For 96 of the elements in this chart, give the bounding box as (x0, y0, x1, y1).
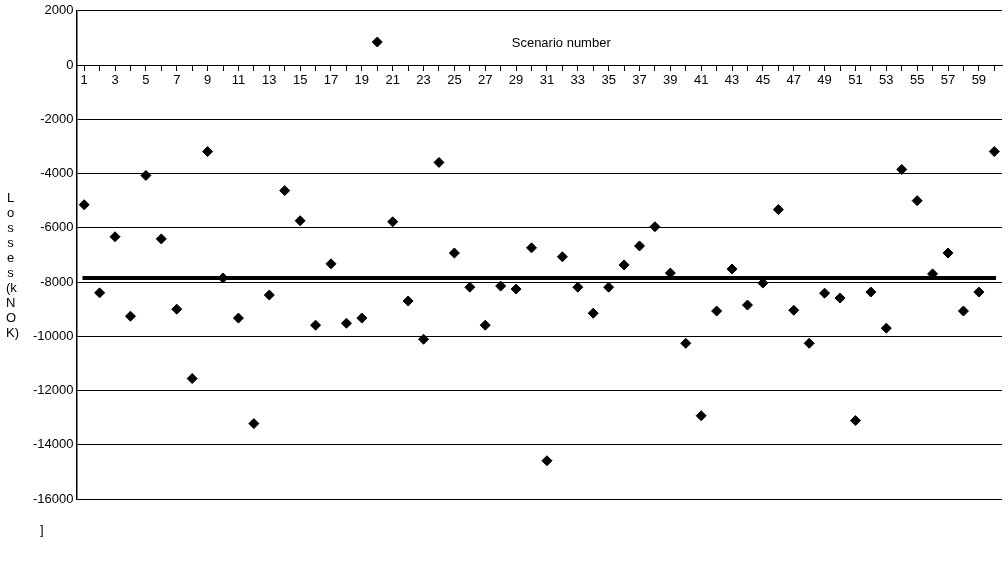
point (94, 287, 106, 299)
point (711, 305, 723, 317)
x-tick-label: 51 (848, 72, 863, 88)
point (387, 216, 399, 228)
point (171, 303, 183, 315)
x-axis-title: Scenario number (511, 34, 612, 50)
x-tick-label: 23 (416, 72, 431, 88)
point (880, 322, 892, 334)
point (479, 319, 491, 331)
y-tick-label: -8000 (40, 273, 74, 289)
y-tick-label: -10000 (32, 327, 74, 343)
point (803, 337, 815, 349)
point (942, 247, 954, 259)
text: Losses (kNOK) (6, 190, 19, 340)
y-tick-label: -2000 (40, 110, 74, 126)
x-tick-label: 11 (231, 72, 246, 88)
point (232, 312, 244, 324)
point (618, 259, 630, 271)
point (279, 185, 291, 197)
y-tick-label: -14000 (32, 436, 74, 452)
x-tick-label: 47 (786, 72, 801, 88)
x-tick-label: 49 (817, 72, 832, 88)
point (248, 418, 260, 430)
point (772, 204, 784, 216)
y-tick-label: -4000 (40, 165, 74, 181)
y-tick-label: -12000 (32, 382, 74, 398)
point (973, 286, 985, 298)
x-tick-label: 41 (693, 72, 709, 88)
x-tick-label: 33 (570, 72, 586, 88)
point (819, 287, 831, 299)
point (418, 333, 430, 345)
point (186, 373, 198, 385)
x-tick-label: 25 (447, 72, 462, 88)
point (634, 240, 645, 252)
x-tick-label: 57 (940, 72, 956, 88)
point (788, 304, 800, 316)
point (526, 242, 538, 254)
point (78, 199, 90, 211)
x-tick-label: 15 (292, 72, 308, 88)
point (741, 299, 753, 311)
point (140, 169, 152, 181)
y-tick-label: -6000 (40, 219, 74, 235)
point (865, 286, 877, 298)
x-tick-label: 43 (724, 72, 740, 88)
point (541, 455, 553, 467)
x-tick-label: 29 (508, 72, 524, 88)
point (957, 305, 969, 317)
x-tick-label: 1 (80, 72, 88, 88)
y-tick-label: 2000 (44, 2, 74, 18)
x-tick-label: 31 (539, 72, 555, 88)
point (556, 251, 568, 263)
point (294, 215, 306, 227)
point (680, 337, 692, 349)
point (124, 310, 136, 322)
x-tick-label: 17 (323, 72, 339, 88)
x-tick-label: 21 (385, 72, 400, 88)
text: ] (40, 522, 44, 537)
point (371, 36, 383, 48)
point (433, 156, 445, 168)
y-tick-label: -16000 (32, 490, 74, 506)
x-tick-label: 37 (632, 72, 647, 88)
point (726, 263, 738, 275)
point (356, 312, 368, 324)
point (402, 295, 414, 307)
x-tick-label: 5 (142, 72, 150, 88)
point (896, 163, 908, 175)
point (695, 410, 707, 422)
x-tick-label: 35 (601, 72, 616, 88)
point (849, 415, 861, 427)
point (448, 247, 460, 259)
x-tick-label: 55 (909, 72, 925, 88)
x-tick-label: 19 (354, 72, 370, 88)
x-tick-label: 39 (663, 72, 678, 88)
point (263, 289, 275, 301)
point (340, 317, 352, 329)
point (911, 195, 923, 207)
point (109, 231, 121, 243)
x-tick-label: 53 (879, 72, 894, 88)
point (510, 283, 522, 295)
x-tick-label: 3 (111, 72, 119, 88)
point (202, 146, 214, 158)
x-tick-label: 27 (478, 72, 493, 88)
x-tick-label: 45 (755, 72, 771, 88)
x-tick-label: 9 (203, 72, 212, 88)
x-tick-label: 7 (173, 72, 181, 88)
point (310, 319, 322, 331)
point (834, 292, 846, 304)
x-tick-label: 59 (971, 72, 987, 88)
point (988, 146, 1000, 158)
x-tick-label: 13 (262, 72, 277, 88)
point (325, 258, 337, 270)
point (587, 307, 599, 319)
y-tick-label: 0 (66, 56, 74, 72)
point (155, 233, 167, 245)
point (649, 221, 661, 233)
point (495, 280, 507, 292)
